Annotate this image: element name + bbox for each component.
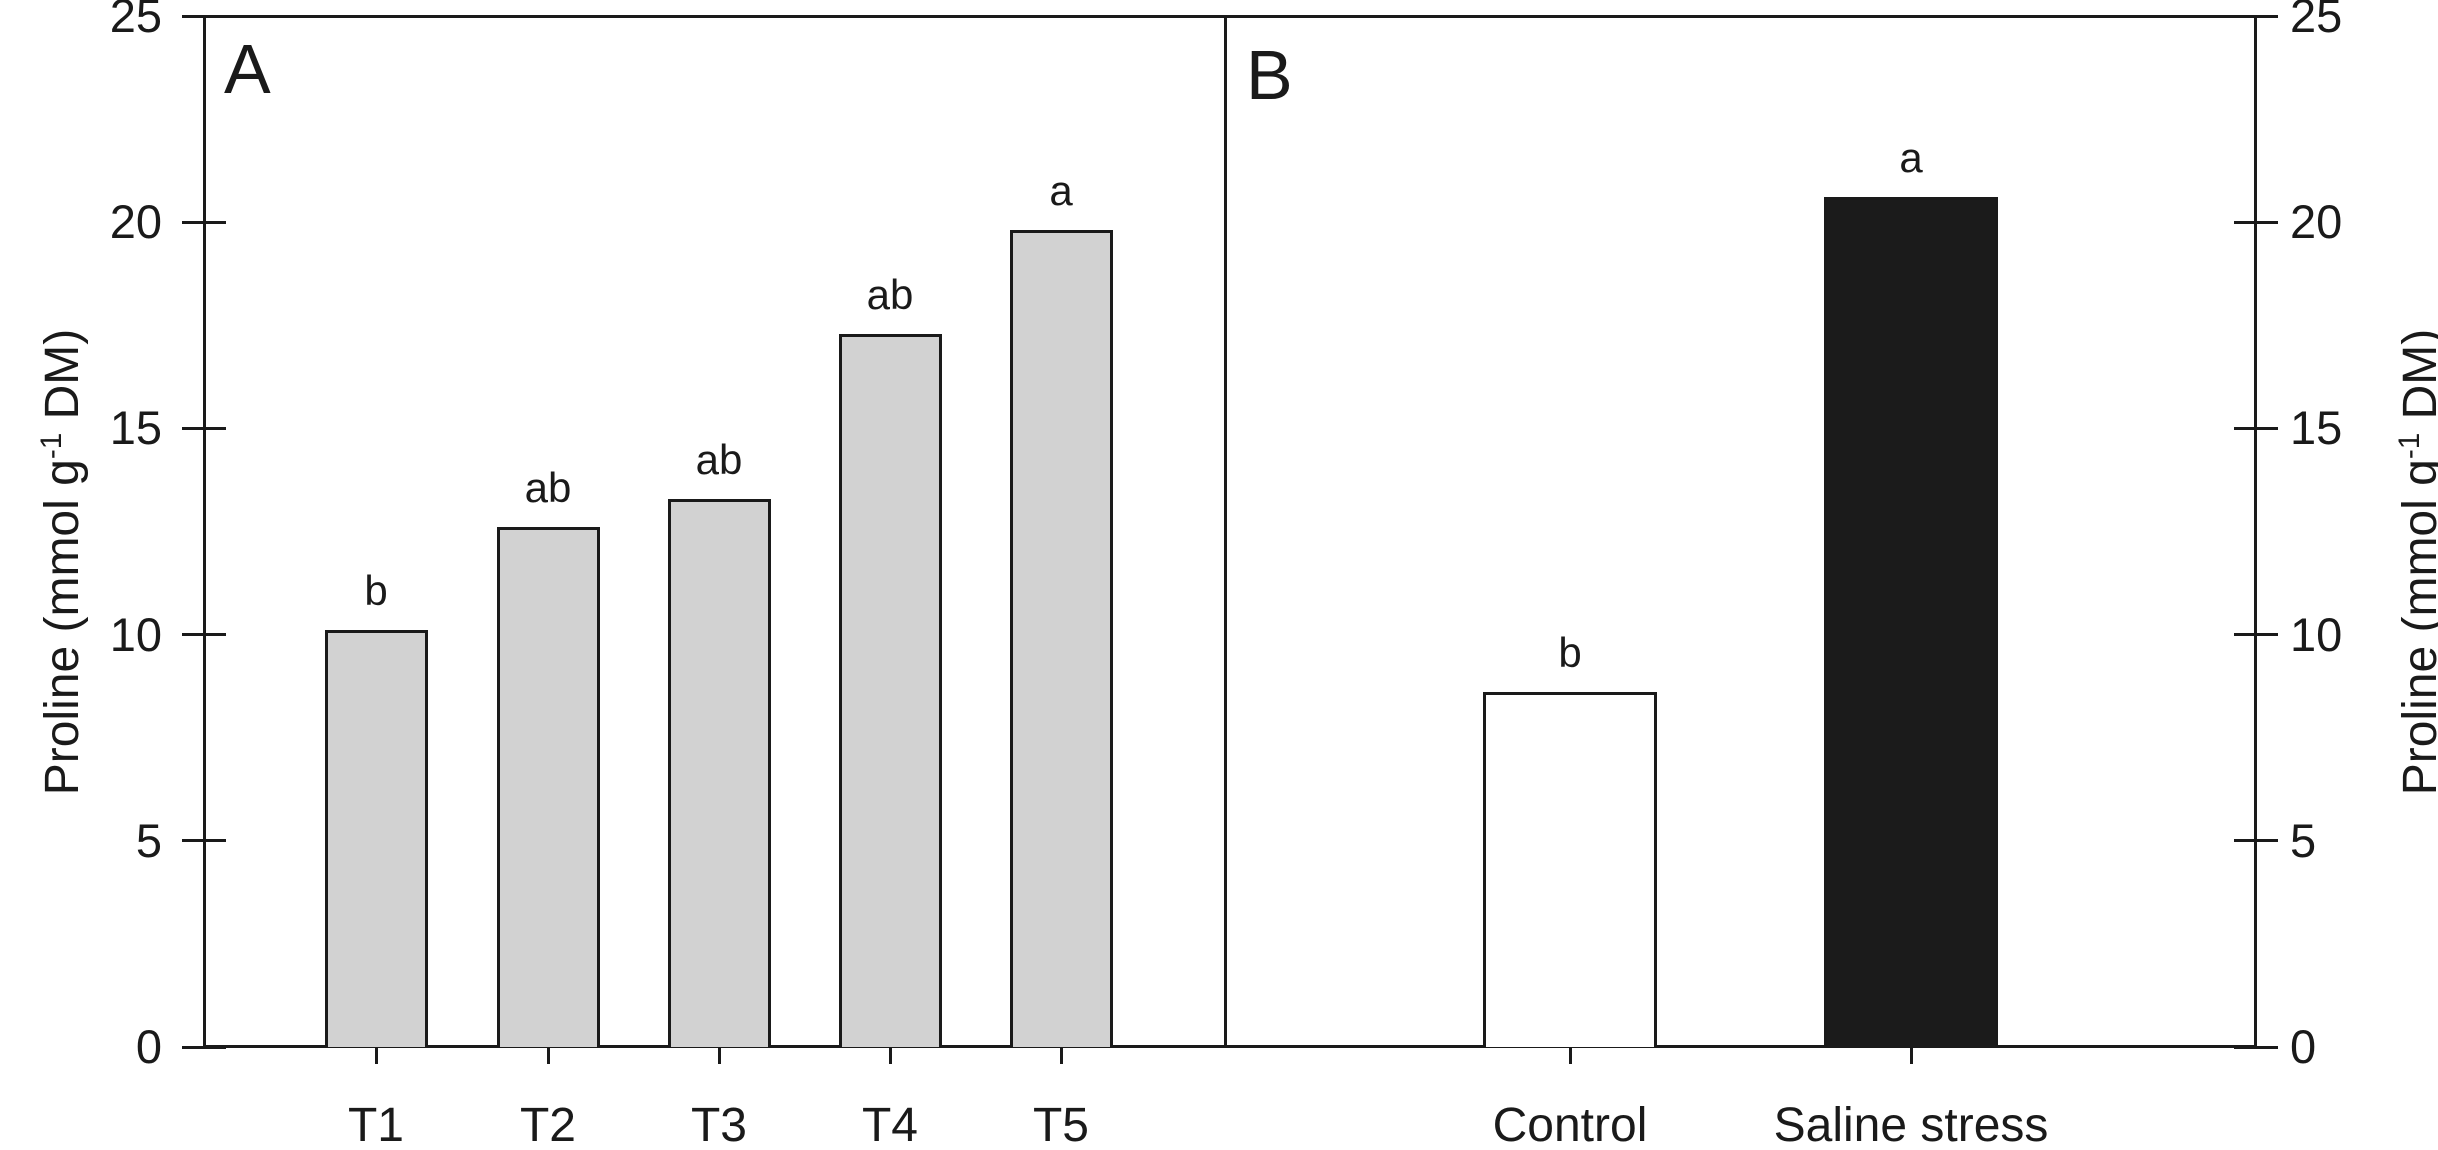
x-tick-mark (888, 1047, 892, 1064)
y-tick-label-right: 10 (2290, 607, 2343, 661)
y-tick-mark-left (182, 839, 226, 843)
y-tick-mark-right (2234, 14, 2278, 18)
category-label: T1 (347, 1099, 404, 1150)
significance-letter: b (1558, 629, 1582, 677)
bar-t4 (838, 333, 942, 1047)
y-axis-right (2254, 16, 2257, 1047)
panel-a-label: A (224, 30, 271, 108)
significance-letter: b (364, 567, 388, 615)
y-tick-label-right: 15 (2290, 401, 2343, 455)
y-tick-label-left: 0 (135, 1020, 162, 1073)
y-tick-mark-left (182, 633, 226, 637)
x-tick-mark (374, 1047, 378, 1064)
category-label: T3 (690, 1099, 747, 1150)
bar-saline-stress (1824, 197, 1998, 1047)
significance-letter: a (1049, 167, 1073, 215)
x-tick-mark (1909, 1047, 1913, 1064)
y-tick-mark-right (2234, 839, 2278, 843)
y-tick-mark-left (182, 220, 226, 224)
y-tick-label-left: 25 (109, 0, 162, 42)
category-label: Saline stress (1773, 1099, 2049, 1150)
x-tick-mark (717, 1047, 721, 1064)
axis-top-border (204, 15, 2256, 18)
y-tick-label-left: 15 (109, 401, 162, 455)
y-tick-mark-left (182, 1045, 226, 1049)
y-tick-label-right: 0 (2290, 1020, 2317, 1073)
y-tick-mark-right (2234, 426, 2278, 430)
y-tick-mark-left (182, 14, 226, 18)
y-tick-label-right: 25 (2290, 0, 2343, 42)
panel-divider (1224, 16, 1227, 1047)
bar-control (1483, 692, 1657, 1047)
x-tick-mark (546, 1047, 550, 1064)
y-tick-mark-left (182, 426, 226, 430)
y-tick-label-left: 10 (109, 607, 162, 661)
y-tick-mark-right (2234, 633, 2278, 637)
bar-t1 (324, 630, 428, 1047)
bar-t2 (496, 527, 600, 1047)
y-tick-label-left: 5 (135, 813, 162, 867)
y-tick-label-left: 20 (109, 195, 162, 249)
panel-b-label: B (1246, 36, 1293, 114)
x-tick-mark (1568, 1047, 1572, 1064)
bar-t5 (1009, 230, 1113, 1047)
bar-t3 (667, 498, 771, 1047)
significance-letter: ab (866, 270, 914, 318)
significance-letter: a (1899, 134, 1923, 182)
category-label: T5 (1032, 1099, 1089, 1150)
y-tick-mark-right (2234, 220, 2278, 224)
x-tick-mark (1059, 1047, 1063, 1064)
category-label: T4 (861, 1099, 918, 1150)
axis-bottom-border (204, 1045, 2256, 1048)
significance-letter: ab (524, 464, 572, 512)
category-label: Control (1492, 1099, 1648, 1150)
y-tick-mark-right (2234, 1045, 2278, 1049)
y-tick-label-right: 5 (2290, 813, 2317, 867)
y-tick-label-right: 20 (2290, 195, 2343, 249)
category-label: T2 (519, 1099, 576, 1150)
significance-letter: ab (695, 435, 743, 483)
y-axis-left (203, 16, 206, 1047)
